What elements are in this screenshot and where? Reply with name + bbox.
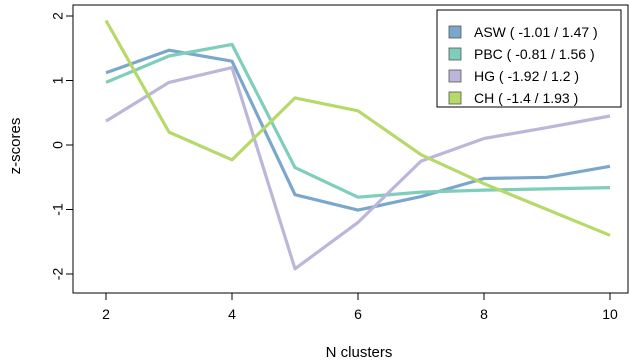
series-line-ch [104, 19, 611, 237]
y-tick-label: 2 [50, 12, 66, 20]
legend-label-asw: ASW ( -1.01 / 1.47 ) [474, 24, 598, 40]
legend-swatch-hg [448, 69, 462, 83]
legend-label-hg: HG ( -1.92 / 1.2 ) [474, 68, 579, 84]
x-axis-label: N clusters [326, 344, 393, 361]
y-tick-label: -2 [50, 268, 66, 281]
series-line-hg [105, 65, 611, 271]
legend-swatch-ch [448, 91, 462, 105]
x-tick-label: 6 [354, 306, 362, 322]
legend-swatch-pbc [448, 47, 462, 61]
legend-label-pbc: PBC ( -0.81 / 1.56 ) [474, 46, 595, 62]
x-tick-label: 8 [480, 306, 488, 322]
x-tick-label: 2 [102, 306, 110, 322]
legend-swatch-asw [448, 25, 462, 39]
y-tick-label: 1 [50, 76, 66, 84]
legend-box [436, 9, 622, 108]
y-axis-label: z-scores [7, 118, 24, 175]
series-line-asw [105, 48, 611, 212]
series-line-pbc [105, 42, 611, 199]
legend: ASW ( -1.01 / 1.47 ) PBC ( -0.81 / 1.56 )… [436, 9, 622, 108]
x-tick-label: 10 [602, 306, 618, 322]
legend-label-ch: CH ( -1.4 / 1.93 ) [474, 90, 578, 106]
y-tick-label: -1 [50, 203, 66, 216]
plot-border [72, 4, 629, 294]
axes-layer: 2 4 6 8 10 -2 -1 0 1 2 [50, 12, 618, 322]
x-tick-label: 4 [228, 306, 236, 322]
y-tick-label: 0 [50, 141, 66, 149]
series-layer [104, 19, 611, 271]
plot-frame [72, 4, 629, 294]
